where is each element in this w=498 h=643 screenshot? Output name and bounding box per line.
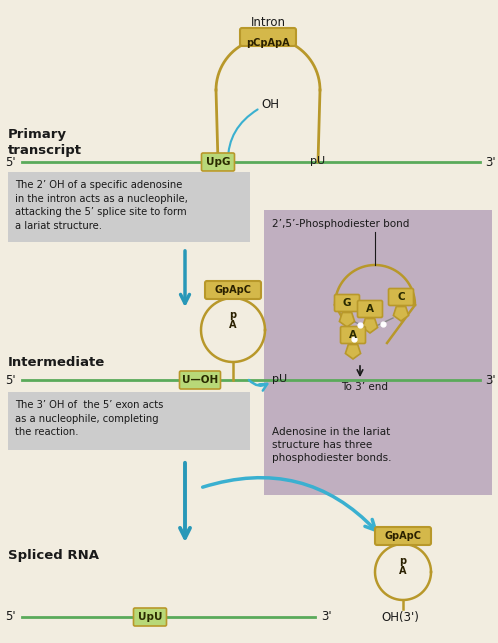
Text: The 2’ OH of a specific adenosine
in the intron acts as a nucleophile,
attacking: The 2’ OH of a specific adenosine in the… [15,180,188,231]
Text: Primary
transcript: Primary transcript [8,128,82,157]
Text: C: C [397,292,405,302]
Text: A: A [399,566,407,576]
Text: 3': 3' [321,610,331,624]
Text: p: p [230,310,237,320]
Text: The 3’ OH of  the 5’ exon acts
as a nucleophile, completing
the reaction.: The 3’ OH of the 5’ exon acts as a nucle… [15,400,163,437]
Text: Intermediate: Intermediate [8,356,105,370]
FancyBboxPatch shape [375,527,431,545]
Text: To 3’ end: To 3’ end [342,382,388,392]
FancyBboxPatch shape [179,371,221,389]
FancyBboxPatch shape [205,281,261,299]
Text: U—OH: U—OH [182,375,218,385]
Text: 2’,5’-Phosphodiester bond: 2’,5’-Phosphodiester bond [272,219,409,229]
Text: A: A [349,330,357,340]
Text: OH: OH [261,98,279,111]
Text: A: A [229,320,237,330]
Polygon shape [393,307,408,321]
Text: G: G [343,298,351,308]
Text: A: A [366,304,374,314]
Text: 5': 5' [4,156,15,168]
Text: Spliced RNA: Spliced RNA [8,550,99,563]
Text: GpApC: GpApC [215,285,251,295]
FancyBboxPatch shape [240,28,296,46]
FancyBboxPatch shape [341,327,366,343]
Text: pU: pU [310,156,326,166]
Text: pU: pU [272,374,287,384]
Polygon shape [340,312,355,327]
Text: 3': 3' [485,374,496,386]
FancyBboxPatch shape [133,608,166,626]
FancyBboxPatch shape [264,210,492,495]
FancyBboxPatch shape [335,294,360,311]
Text: 3': 3' [485,156,496,168]
FancyBboxPatch shape [358,300,382,318]
Text: p: p [399,556,406,566]
Text: 5': 5' [4,374,15,386]
Text: Intron: Intron [250,15,285,28]
Text: OH(3'): OH(3') [381,610,419,624]
FancyBboxPatch shape [8,392,250,450]
FancyBboxPatch shape [8,172,250,242]
FancyBboxPatch shape [202,153,235,171]
Text: 5': 5' [4,610,15,624]
Text: GpApC: GpApC [384,531,421,541]
Polygon shape [363,318,377,333]
Text: UpG: UpG [206,157,230,167]
Polygon shape [346,345,361,359]
FancyBboxPatch shape [388,289,413,305]
Text: pCpApA: pCpApA [246,38,290,48]
Text: UpU: UpU [138,612,162,622]
Text: Adenosine in the lariat
structure has three
phosphodiester bonds.: Adenosine in the lariat structure has th… [272,427,391,464]
